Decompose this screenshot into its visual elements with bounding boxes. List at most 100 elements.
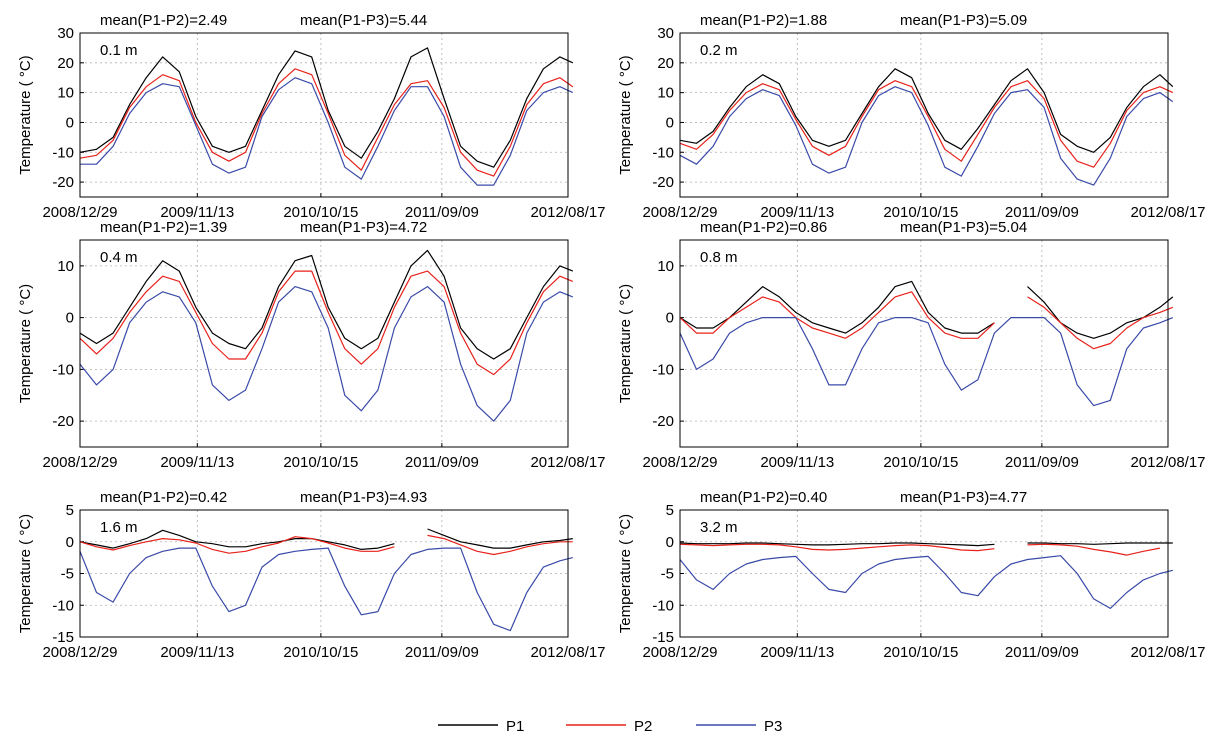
panel-16m: 2008/12/29 2009/11/13 2010/10/15 2011/09/09… <box>17 489 606 661</box>
x-tick-label: 2011/09/09 <box>405 204 479 221</box>
x-tick-label: 2011/09/09 <box>1005 644 1079 661</box>
y-tick-label: -15 <box>652 629 674 646</box>
x-tick-label: 2009/11/13 <box>760 204 834 221</box>
x-tick-label: 2010/10/15 <box>883 454 958 471</box>
mean-difference-annotation: mean(P1-P3)=4.77 <box>900 489 1027 506</box>
depth-label: 3.2 m <box>700 519 738 536</box>
x-tick-label: 2008/12/29 <box>42 644 117 661</box>
depth-label: 0.4 m <box>100 249 138 266</box>
y-tick-label: -10 <box>652 597 674 614</box>
y-tick-label: -10 <box>52 597 74 614</box>
x-tick-label: 2008/12/29 <box>42 204 117 221</box>
panel-04m: 2008/12/29 2009/11/13 2010/10/15 2011/09/09… <box>17 219 606 471</box>
x-tick-label: 2008/12/29 <box>42 454 117 471</box>
y-axis-label: Temperature ( °C) <box>617 514 634 633</box>
y-tick-label: -20 <box>52 413 74 430</box>
series-line-p3 <box>679 317 1174 407</box>
legend-label-p3: P3 <box>764 718 782 735</box>
x-tick-label: 2009/11/13 <box>760 454 834 471</box>
mean-difference-annotation: mean(P1-P3)=4.93 <box>300 489 427 506</box>
plot-frame <box>679 239 1169 448</box>
y-axis-label: Temperature ( °C) <box>17 284 34 403</box>
x-tick-label: 2011/09/09 <box>405 644 479 661</box>
series-line-p1 <box>79 249 574 360</box>
mean-difference-annotation: mean(P1-P3)=5.09 <box>900 12 1027 29</box>
y-tick-label: 0 <box>666 114 674 131</box>
y-tick-label: 20 <box>57 55 74 72</box>
x-tick-label: 2012/08/17 <box>1130 454 1205 471</box>
x-tick-label: 2012/08/17 <box>530 454 605 471</box>
y-tick-label: -20 <box>52 174 74 191</box>
panel-02m: 2008/12/29 2009/11/13 2010/10/15 2011/09/09… <box>617 12 1206 221</box>
y-tick-label: 0 <box>66 310 74 327</box>
x-tick-label: 2008/12/29 <box>642 454 717 471</box>
series-line-p2 <box>679 291 1174 350</box>
y-tick-label: 5 <box>666 502 674 519</box>
y-tick-label: -10 <box>652 361 674 378</box>
x-tick-label: 2012/08/17 <box>530 204 605 221</box>
series-line-p1 <box>679 280 1174 339</box>
x-tick-label: 2009/11/13 <box>760 644 834 661</box>
y-tick-label: -10 <box>52 361 74 378</box>
x-tick-label: 2011/09/09 <box>1005 204 1079 221</box>
y-tick-label: 30 <box>657 25 674 42</box>
x-tick-label: 2010/10/15 <box>283 204 358 221</box>
mean-difference-annotation: mean(P1-P2)=0.42 <box>100 489 227 506</box>
y-tick-label: 10 <box>657 85 674 102</box>
y-tick-label: 0 <box>666 310 674 327</box>
x-tick-label: 2008/12/29 <box>642 204 717 221</box>
plot-frame <box>79 509 569 638</box>
x-tick-label: 2010/10/15 <box>883 644 958 661</box>
series-line-p3 <box>80 77 574 186</box>
y-tick-label: -20 <box>652 413 674 430</box>
depth-label: 0.1 m <box>100 42 138 59</box>
mean-difference-annotation: mean(P1-P2)=2.49 <box>100 12 227 29</box>
series-line-p1 <box>79 47 574 168</box>
y-tick-label: 10 <box>57 85 74 102</box>
mean-difference-annotation: mean(P1-P2)=1.88 <box>700 12 827 29</box>
mean-difference-annotation: mean(P1-P2)=0.40 <box>700 489 827 506</box>
y-axis-label: Temperature ( °C) <box>617 55 634 174</box>
y-tick-label: 0 <box>66 114 74 131</box>
mean-difference-annotation: mean(P1-P3)=5.44 <box>300 12 427 29</box>
depth-label: 0.2 m <box>700 42 738 59</box>
x-tick-label: 2011/09/09 <box>405 454 479 471</box>
series-line-p1 <box>79 528 573 550</box>
series-line-p3 <box>679 555 1173 609</box>
series-line-p1 <box>679 68 1174 153</box>
series-line-p3 <box>679 86 1174 186</box>
depth-label: 0.8 m <box>700 249 738 266</box>
panel-32m: 2008/12/29 2009/11/13 2010/10/15 2011/09/09… <box>617 489 1206 661</box>
legend-label-p1: P1 <box>506 718 524 735</box>
x-tick-label: 2010/10/15 <box>883 204 958 221</box>
mean-difference-annotation: mean(P1-P2)=0.86 <box>700 219 827 236</box>
plot-frame <box>679 32 1169 198</box>
series-line-p2 <box>679 80 1174 168</box>
series-line-p2 <box>679 543 1161 556</box>
series-line-p2 <box>79 68 574 177</box>
mean-difference-annotation: mean(P1-P3)=4.72 <box>300 219 427 236</box>
y-axis-label: Temperature ( °C) <box>17 514 34 633</box>
y-axis-label: Temperature ( °C) <box>17 55 34 174</box>
x-tick-label: 2009/11/13 <box>160 204 234 221</box>
x-tick-label: 2010/10/15 <box>283 454 358 471</box>
series-line-p3 <box>79 547 573 632</box>
panel-08m: 2008/12/29 2009/11/13 2010/10/15 2011/09/09… <box>617 219 1206 471</box>
series-line-p3 <box>79 286 574 422</box>
legend-label-p2: P2 <box>634 718 652 735</box>
y-tick-label: -5 <box>61 566 74 583</box>
y-tick-label: 10 <box>57 258 74 275</box>
y-tick-label: 5 <box>66 502 74 519</box>
y-tick-label: -15 <box>52 629 74 646</box>
y-tick-label: 20 <box>657 55 674 72</box>
series-line-p2 <box>79 534 573 556</box>
y-tick-label: 10 <box>657 258 674 275</box>
y-tick-label: 30 <box>57 25 74 42</box>
panel-01m: 2008/12/29 2009/11/13 2010/10/15 2011/09/09… <box>17 12 606 221</box>
x-tick-label: 2012/08/17 <box>530 644 605 661</box>
y-tick-label: -5 <box>661 566 674 583</box>
x-tick-label: 2009/11/13 <box>160 644 234 661</box>
x-tick-label: 2012/08/17 <box>1130 204 1205 221</box>
x-tick-label: 2012/08/17 <box>1130 644 1205 661</box>
mean-difference-annotation: mean(P1-P2)=1.39 <box>100 219 227 236</box>
